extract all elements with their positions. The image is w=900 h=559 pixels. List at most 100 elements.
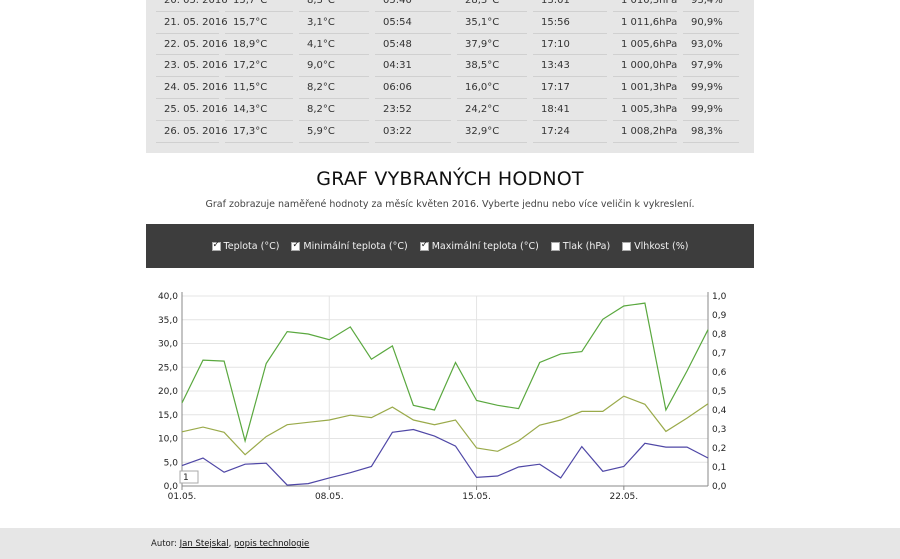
footer: Autor: Jan Stejskal, popis technologie [0, 528, 900, 559]
y-right-tick-label: 0,7 [712, 349, 726, 359]
table-cell: 17,2°C [225, 55, 293, 78]
y-left-tick-label: 35,0 [158, 316, 178, 326]
y-right-tick-label: 0,3 [712, 425, 726, 435]
table-row: 23. 05. 2016 17,2°C 9,0°C 04:31 38,5°C 13:43 1… [156, 55, 744, 78]
checkbox-teplota[interactable] [211, 240, 221, 251]
table-cell: 24. 05. 2016 [156, 77, 228, 99]
table-cell: 1 001,3hPa [613, 77, 677, 99]
option-vlhkost[interactable]: Vlhkost (%) [622, 241, 688, 252]
y-left-tick-label: 0,0 [164, 482, 179, 492]
table-row: 26. 05. 2016 17,3°C 5,9°C 03:22 32,9°C 17:24 1… [156, 121, 744, 143]
table-cell: 23. 05. 2016 [156, 55, 228, 78]
option-tlak[interactable]: Tlak (hPa) [550, 240, 611, 252]
option-label: Vlhkost (%) [634, 240, 689, 252]
table-cell: 11,5°C [225, 77, 293, 99]
option-label: Tlak (hPa) [562, 240, 611, 252]
table-cell: 98,3% [683, 121, 739, 143]
table-cell: 06:06 [375, 77, 451, 99]
table-cell: 17,3°C [225, 121, 293, 143]
table-cell: 22. 05. 2016 [156, 34, 228, 56]
table-cell: 1 005,3hPa [613, 99, 677, 121]
table-cell: 18,9°C [225, 34, 293, 56]
table-cell: 21. 05. 2016 [156, 12, 228, 34]
table-cell: 17:17 [533, 77, 607, 99]
chart-section-title: GRAF VYBRANÝCH HODNOT [316, 168, 584, 190]
checkbox-vlhkost[interactable] [622, 241, 632, 251]
tooltip-box [179, 470, 199, 484]
option-label: Minimální teplota (°C) [303, 240, 408, 252]
table-cell: 14,3°C [225, 99, 293, 121]
table-cell: 05:54 [375, 12, 451, 34]
table-cell: 05:48 [375, 34, 451, 56]
table-cell: 38,5°C [457, 55, 527, 78]
line-chart[interactable]: 01.05. 08.05. 15.05. 22.05. 0,0 5,0 10,0 15,0 20… [146, 280, 754, 510]
table-cell: 8,2°C [299, 77, 369, 99]
option-teplota[interactable]: Teplota (°C) [211, 240, 280, 252]
series-line-2 [181, 428, 709, 486]
checkbox-tlak[interactable] [550, 241, 560, 251]
table-cell: 1 011,6hPa [613, 12, 677, 34]
option-max-teplota[interactable]: Maximální teplota (°C) [419, 240, 539, 252]
table-cell: 1 010,3hPa [613, 0, 677, 12]
x-tick-label: 15.05. [462, 492, 491, 502]
table-cell: 24,2°C [457, 99, 527, 121]
table-cell: 32,9°C [457, 121, 527, 143]
table-cell: 15,7°C [225, 0, 293, 12]
table-cell: 99,9% [683, 99, 739, 121]
chart-section-subtitle: Graf zobrazuje naměřené hodnoty za měsíc… [205, 199, 695, 210]
table-cell: 03:22 [375, 121, 451, 143]
y-left-tick-label: 40,0 [158, 292, 178, 302]
y-left-tick-label: 10,0 [158, 435, 178, 445]
x-tick-label: 08.05. [315, 492, 344, 502]
table-cell: 5,9°C [299, 121, 369, 143]
footer-separator: , [228, 539, 232, 549]
table-cell: 26. 05. 2016 [156, 121, 228, 143]
table-cell: 1 000,0hPa [613, 55, 677, 78]
table-row: 24. 05. 2016 11,5°C 8,2°C 06:06 16,0°C 17:17 1… [156, 77, 744, 99]
table-cell: 04:31 [375, 55, 451, 78]
y-right-tick-label: 0,6 [712, 368, 727, 378]
table-row: 22. 05. 2016 18,9°C 4,1°C 05:48 37,9°C 17:10 1… [156, 34, 744, 56]
table-cell: 16,0°C [457, 77, 527, 99]
checkbox-max-teplota[interactable] [419, 240, 429, 251]
table-cell: 1 008,2hPa [613, 121, 677, 143]
option-label: Teplota (°C) [223, 240, 280, 252]
series-line-1 [181, 395, 709, 456]
table-cell: 3,1°C [299, 12, 369, 34]
table-cell: 9,0°C [299, 55, 369, 78]
technology-link[interactable]: popis technologie [233, 539, 310, 549]
chart-svg[interactable]: 01.05. 08.05. 15.05. 22.05.0,05,010,015,020… [146, 280, 754, 510]
y-right-tick-label: 0,1 [712, 463, 726, 473]
table-cell: 90,9% [683, 12, 739, 34]
table-row: 25. 05. 2016 14,3°C 8,2°C 23:52 24,2°C 18:41 1… [156, 99, 744, 121]
table-cell: 18:41 [533, 99, 607, 121]
y-right-tick-label: 0,5 [712, 387, 726, 397]
series-selector-bar: Teplota (°C) Minimální teplota (°C) Maxi… [146, 224, 754, 268]
checkbox-min-teplota[interactable] [291, 240, 301, 251]
option-min-teplota[interactable]: Minimální teplota (°C) [291, 240, 408, 252]
y-left-tick-label: 15,0 [158, 411, 178, 421]
table-cell: 8,3°C [299, 0, 369, 12]
table-cell: 25. 05. 2016 [156, 99, 228, 121]
y-right-tick-label: 0,4 [712, 406, 727, 416]
author-label: Autor: [151, 539, 177, 549]
table-cell: 20. 05. 2016 [156, 0, 228, 12]
table-cell: 1 005,6hPa [613, 34, 677, 56]
table-cell: 4,1°C [299, 34, 369, 56]
table-cell: 37,9°C [457, 34, 527, 56]
table-cell: 8,2°C [299, 99, 369, 121]
author-link[interactable]: Jan Stejskal [179, 539, 229, 549]
table-body: 20. 05. 2016 15,7°C 8,3°C 05:40 28,3°C 13:01 1… [156, 0, 744, 143]
y-right-tick-label: 0,9 [712, 311, 727, 321]
table-cell: 35,1°C [457, 12, 527, 34]
x-tick-label: 22.05. [610, 492, 639, 502]
y-right-tick-label: 0,8 [712, 330, 727, 340]
table-cell: 17:10 [533, 34, 607, 56]
daily-summary-table: 20. 05. 2016 15,7°C 8,3°C 05:40 28,3°C 13:01 1… [146, 0, 754, 153]
table-cell: 13:01 [533, 0, 607, 12]
y-left-tick-label: 5,0 [164, 458, 179, 468]
table-cell: 93,4% [683, 0, 739, 12]
table-cell: 28,3°C [457, 0, 527, 12]
table-cell: 93,0% [683, 34, 739, 56]
y-right-tick-label: 1,0 [712, 292, 727, 302]
